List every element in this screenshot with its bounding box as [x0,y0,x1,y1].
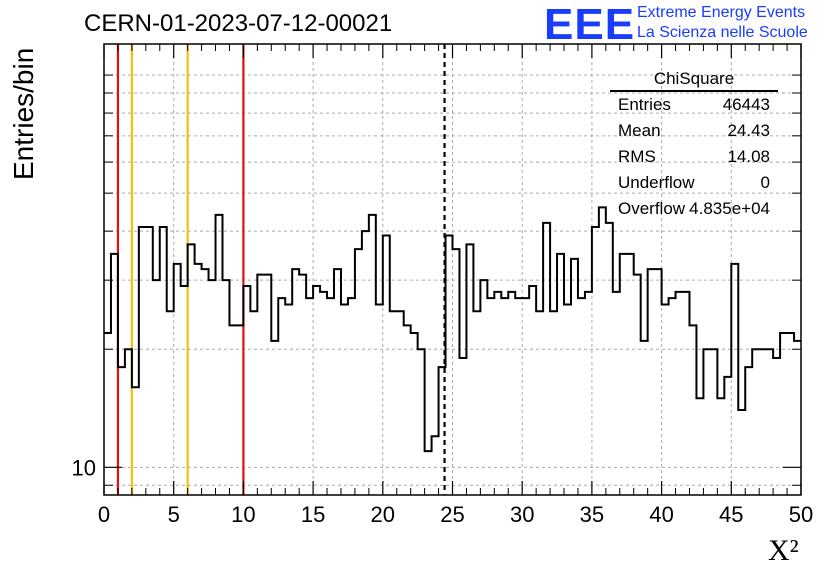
x-tick-label: 30 [510,502,534,527]
x-tick-label: 40 [649,502,673,527]
stats-row-mean: Mean 24.43 [610,118,778,144]
tick-labels: 0 5 10 15 20 25 30 35 40 45 50 10 [72,455,814,527]
stats-row-overflow: Overflow 4.835e+04 [610,196,778,222]
stats-value: 24.43 [727,121,770,140]
stats-row-rms: RMS 14.08 [610,144,778,170]
stats-label: Underflow [618,173,695,192]
grid-lines [104,44,801,495]
stats-box: ChiSquare Entries 46443 Mean 24.43 RMS 1… [610,68,778,222]
x-tick-label: 20 [371,502,395,527]
x-tick-label: 0 [98,502,110,527]
logo-line-2: La Scienza nelle Scuole [637,24,808,41]
stats-value: 0 [760,173,770,192]
x-tick-label: 50 [789,502,813,527]
stats-value: 14.08 [727,147,770,166]
stats-label: RMS [618,147,656,166]
histogram-series [104,206,801,453]
x-tick-label: 25 [440,502,464,527]
stats-value: 46443 [722,95,770,114]
stats-value: 4.835e+04 [689,199,770,218]
plot-frame [103,43,802,496]
stats-title: ChiSquare [610,68,778,92]
x-tick-label: 15 [301,502,325,527]
y-tick-label: 10 [72,455,96,480]
x-tick-label: 5 [168,502,180,527]
plot-title: CERN-01-2023-07-12-00021 [84,10,393,37]
x-tick-label: 35 [580,502,604,527]
stats-row-underflow: Underflow 0 [610,170,778,196]
x-tick-label: 10 [231,502,255,527]
logo-line-1: Extreme Energy Events [637,4,806,21]
y-axis-label: Entries/bin [8,47,39,180]
x-tick-label: 45 [719,502,743,527]
stats-label: Overflow [618,199,686,218]
stats-row-entries: Entries 46443 [610,92,778,118]
stats-label: Entries [618,95,671,114]
stats-label: Mean [618,121,661,140]
x-axis-label: X² [768,534,799,567]
logo-mark: EEE [544,0,636,49]
